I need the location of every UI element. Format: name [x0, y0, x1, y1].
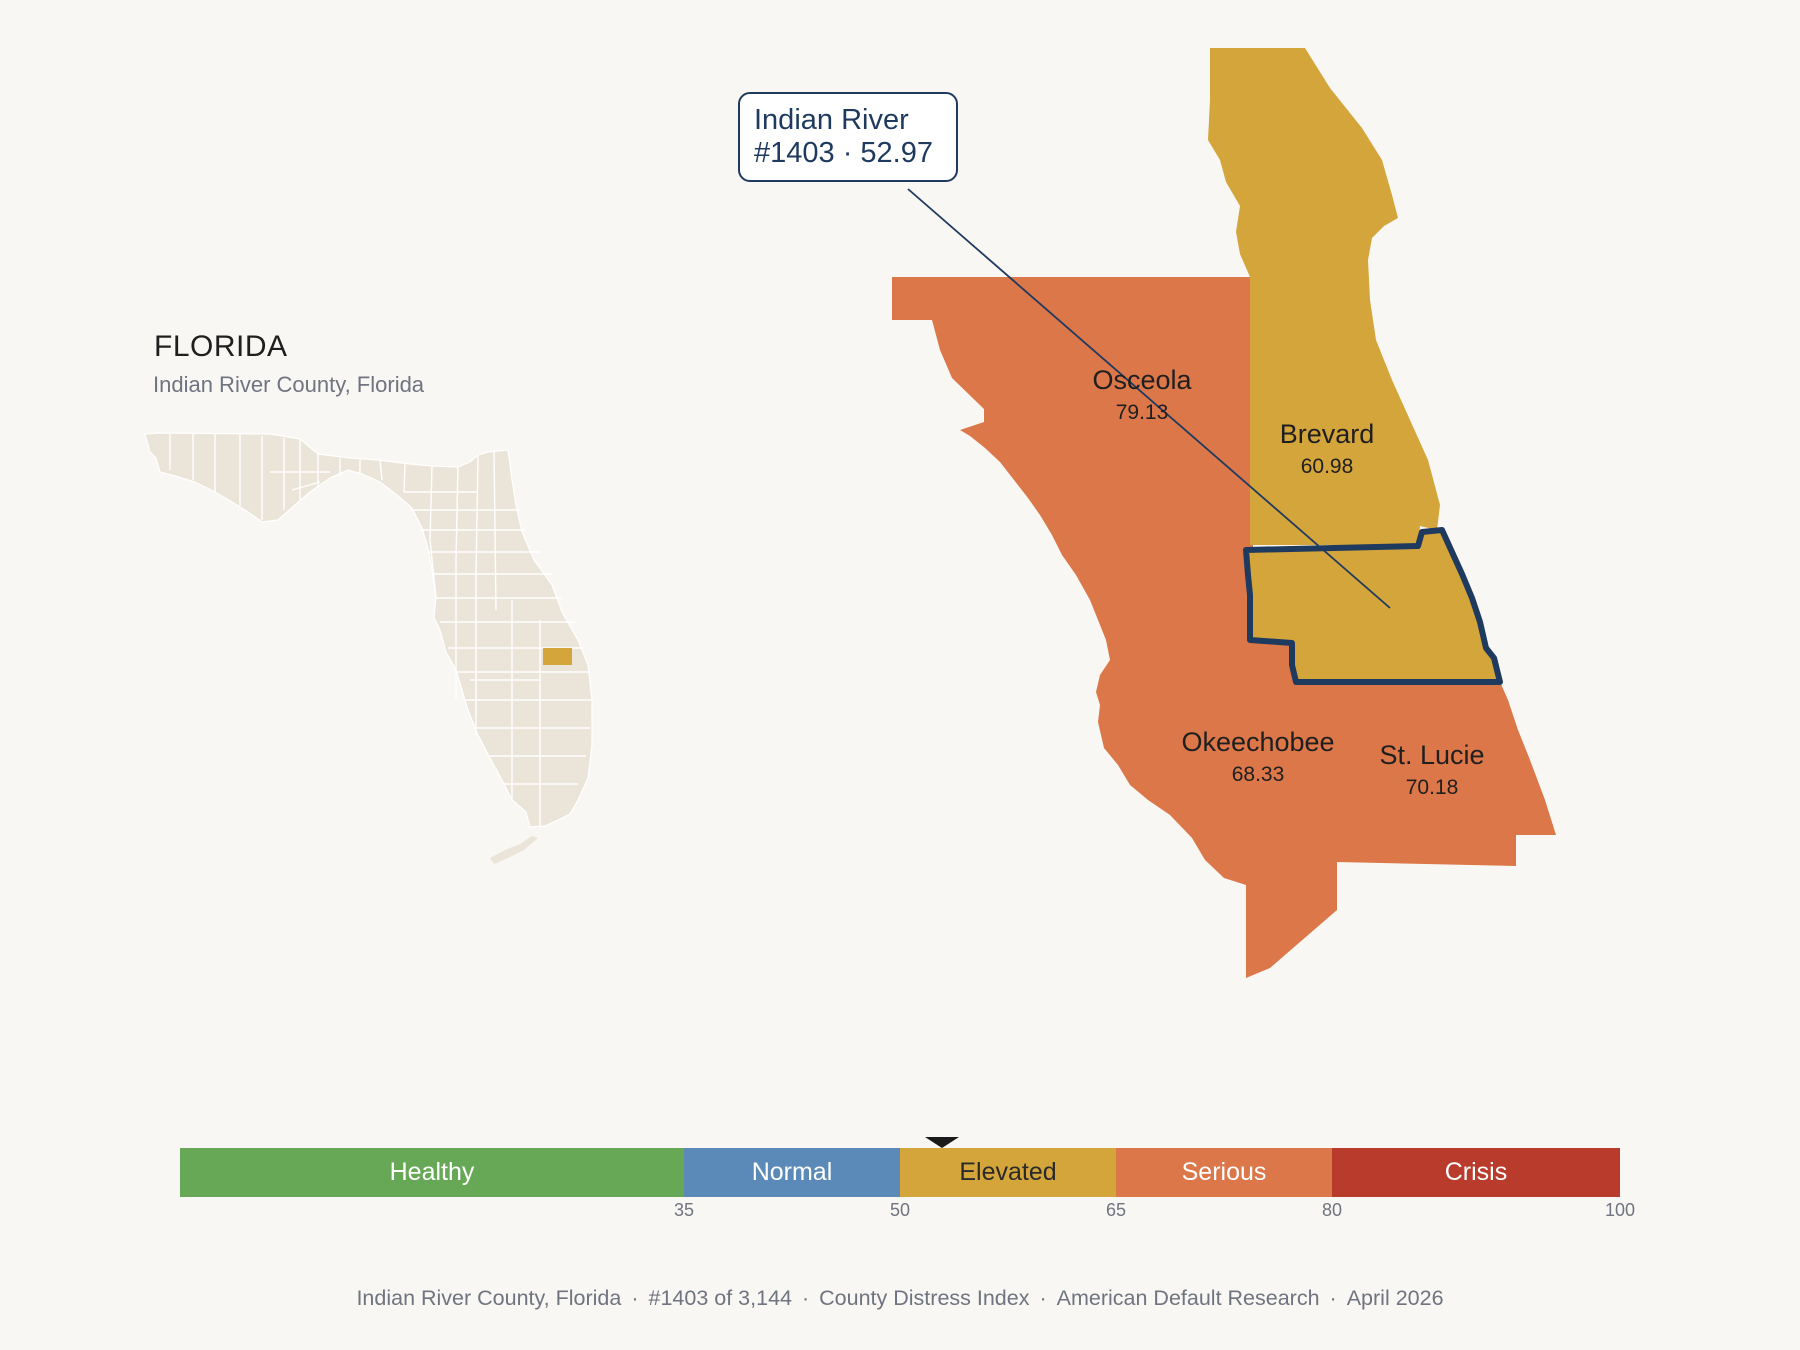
county-osceola-shape[interactable]: [892, 277, 1253, 640]
scale-tick: 50: [889, 1200, 911, 1220]
scale-segment-elevated: Elevated: [900, 1148, 1116, 1197]
callout-county-name: Indian River: [754, 104, 909, 136]
scale-tick: 65: [1105, 1200, 1127, 1220]
florida-inset-map: [144, 432, 593, 864]
florida-state-shape: [144, 432, 593, 828]
scale-tick: 100: [1604, 1200, 1636, 1220]
county-name: Okeechobee: [1181, 727, 1335, 757]
county-label-brevard: Brevard 60.98: [1280, 418, 1375, 480]
county-brevard-shape[interactable]: [1208, 48, 1440, 545]
county-callout: Indian River #1403 · 52.97: [738, 92, 958, 182]
county-name: Osceola: [1092, 365, 1192, 395]
county-okeechobee-shape[interactable]: [1096, 640, 1337, 978]
footer-index: County Distress Index: [819, 1286, 1030, 1310]
footer-date: April 2026: [1346, 1286, 1444, 1310]
distress-scale-bar: Healthy Normal Elevated Serious Crisis: [180, 1148, 1620, 1197]
callout-leader-line: [907, 188, 1391, 609]
scale-segment-crisis: Crisis: [1332, 1148, 1620, 1197]
footer-caption: Indian River County, Florida · #1403 of 3,…: [356, 1286, 1444, 1310]
county-st-lucie-shape[interactable]: [1337, 682, 1556, 866]
footer-county: Indian River County, Florida: [356, 1286, 622, 1310]
county-label-st-lucie: St. Lucie 70.18: [1379, 739, 1484, 801]
inset-state-title: FLORIDA: [154, 330, 288, 363]
callout-rank-score: #1403 · 52.97: [754, 137, 933, 169]
county-label-okeechobee: Okeechobee 68.33: [1181, 726, 1334, 788]
county-name: St. Lucie: [1379, 740, 1485, 770]
county-score: 68.33: [1231, 763, 1285, 786]
scale-segment-normal: Normal: [684, 1148, 900, 1197]
florida-county-grid: [169, 434, 592, 826]
inset-county-subtitle: Indian River County, Florida: [153, 372, 425, 397]
florida-keys: [490, 836, 538, 864]
county-score: 70.18: [1405, 776, 1459, 799]
scale-segment-serious: Serious: [1116, 1148, 1332, 1197]
county-score: 79.13: [1115, 401, 1169, 424]
scale-position-marker: [925, 1137, 959, 1148]
county-label-osceola: Osceola 79.13: [1092, 364, 1191, 426]
scale-tick: 80: [1321, 1200, 1343, 1220]
florida-inset-highlight-county: [543, 648, 572, 665]
county-name: Brevard: [1279, 419, 1375, 449]
footer-rank: #1403 of 3,144: [648, 1286, 792, 1310]
scale-tick: 35: [673, 1200, 695, 1220]
region-map: [892, 48, 1556, 978]
county-indian-river-shape[interactable]: [1243, 527, 1503, 685]
footer-source: American Default Research: [1056, 1286, 1320, 1310]
county-score: 60.98: [1300, 455, 1354, 478]
scale-segment-healthy: Healthy: [180, 1148, 684, 1197]
